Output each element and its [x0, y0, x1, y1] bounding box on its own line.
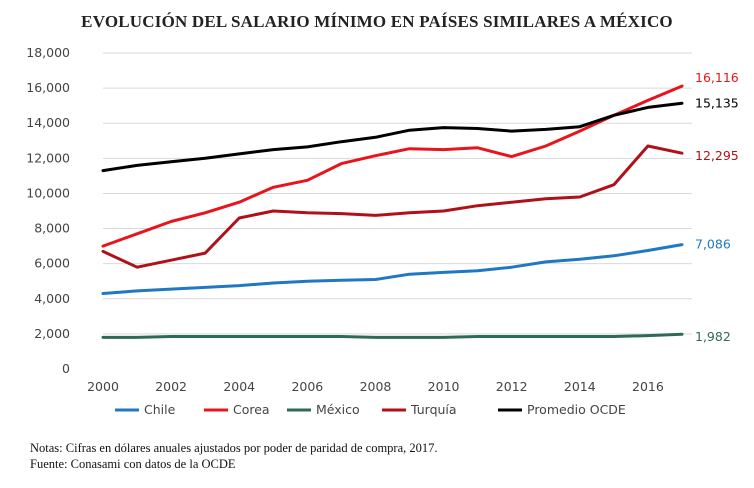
x-tick-label: 2010: [428, 379, 460, 394]
x-tick-label: 2004: [223, 379, 255, 394]
legend-label: Promedio OCDE: [527, 402, 626, 417]
x-tick-label: 2000: [87, 379, 119, 394]
x-tick-label: 2006: [291, 379, 323, 394]
y-tick-label: 14,000: [26, 115, 70, 130]
legend-label: México: [316, 402, 360, 417]
series-line-promedio-ocde: [101, 101, 684, 173]
series-line-corea: [101, 84, 684, 248]
series-line-chile: [101, 243, 684, 295]
end-value-label: 7,086: [695, 237, 731, 252]
legend-label: Turquía: [410, 402, 457, 417]
y-tick-label: 6,000: [34, 256, 70, 271]
y-tick-label: 12,000: [26, 150, 70, 165]
x-tick-label: 2002: [155, 379, 187, 394]
y-tick-label: 18,000: [26, 45, 70, 60]
chart-notes: Notas: Cifras en dólares anuales ajustad…: [30, 440, 438, 472]
notes-line: Notas: Cifras en dólares anuales ajustad…: [30, 441, 438, 455]
y-tick-label: 16,000: [26, 80, 70, 95]
legend-label: Corea: [233, 402, 270, 417]
legend-label: Chile: [144, 402, 176, 417]
y-tick-label: 8,000: [34, 221, 70, 236]
x-tick-label: 2016: [632, 379, 664, 394]
y-tick-label: 0: [62, 361, 70, 376]
x-tick-label: 2012: [496, 379, 528, 394]
end-value-label: 15,135: [695, 95, 739, 110]
y-tick-label: 2,000: [34, 326, 70, 341]
x-tick-label: 2014: [564, 379, 596, 394]
end-value-label: 16,116: [695, 70, 739, 85]
y-tick-label: 4,000: [34, 291, 70, 306]
y-tick-label: 10,000: [26, 185, 70, 200]
line-chart: 0 2,000 4,000 6,000 8,000 10,000 12,000 14,000 1…: [26, 45, 739, 417]
end-value-label: 12,295: [695, 148, 739, 163]
series-line-turquía: [101, 144, 684, 269]
source-line: Fuente: Conasami con datos de la OCDE: [30, 457, 236, 471]
end-value-label: 1,982: [695, 329, 731, 344]
x-tick-label: 2008: [360, 379, 392, 394]
chart-title: EVOLUCIÓN DEL SALARIO MÍNIMO EN PAÍSES S…: [81, 12, 673, 31]
series-line-méxico: [101, 332, 684, 339]
